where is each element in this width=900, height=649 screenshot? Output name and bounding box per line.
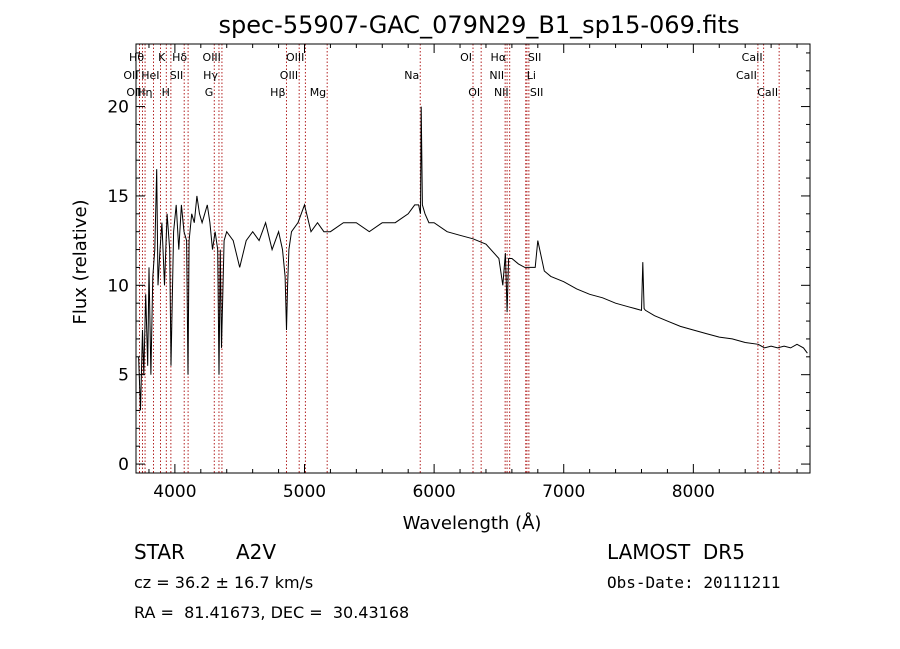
line-marker-label: NII [494,86,509,99]
line-marker-label: SII [530,86,543,99]
line-marker-label: Hγ [203,69,218,82]
line-marker-label: OIII [203,51,221,64]
y-axis-label: Flux (relative) [70,199,91,324]
line-marker-label: H [162,86,170,99]
line-marker-label: CaII [757,86,778,99]
x-tick-label: 7000 [542,482,585,502]
line-marker-label: Hθ [129,51,144,64]
axis-ticks: 4000 5000 6000 7000 8000 0 5 10 15 20 [107,44,810,502]
line-marker-label: Hδ [172,51,187,64]
redshift-velocity: cz = 36.2 ± 16.7 km/s [134,573,314,592]
y-tick-label: 20 [107,98,129,118]
line-marker-label: OIII [286,51,304,64]
line-marker-label: OI [468,86,480,99]
spectral-subclass: A2V [236,540,277,564]
line-marker-label: Mg [310,86,326,99]
x-tick-label: 5000 [283,482,326,502]
y-tick-label: 15 [107,187,129,207]
line-marker-label: SII [170,69,183,82]
coordinates: RA = 81.41673, DEC = 30.43168 [134,603,410,622]
y-tick-label: 5 [118,366,129,386]
line-marker-label: SII [528,51,541,64]
survey-name: LAMOST DR5 [607,540,745,564]
y-tick-label: 0 [118,455,129,475]
spectrum-line [138,106,808,411]
line-marker-label: OIII [280,69,298,82]
line-marker-label: NII [489,69,504,82]
line-marker-label: OI [460,51,472,64]
x-tick-label: 4000 [153,482,196,502]
observation-date: Obs-Date: 20111211 [607,573,781,592]
line-marker-label: K [158,51,166,64]
line-marker-label: Hα [491,51,507,64]
line-marker-label: CaII [736,69,757,82]
x-axis-label: Wavelength (Å) [403,512,542,534]
line-marker-label: Hβ [270,86,285,99]
line-marker-labels: OIIOIIHθHηHeIKHSIIHδGHγOIIIHβOIIIOIIIMgN… [123,51,778,99]
line-marker-label: Na [404,69,419,82]
line-marker-label: Li [527,69,536,82]
line-markers [138,44,780,473]
y-tick-label: 10 [107,276,129,296]
x-tick-label: 8000 [672,482,715,502]
line-marker-label: CaII [742,51,763,64]
line-marker-label: OII [126,86,141,99]
plot-frame [135,43,811,474]
line-marker-label: OII [123,69,138,82]
line-marker-label: G [205,86,214,99]
x-tick-label: 6000 [412,482,455,502]
line-marker-label: Hη [137,86,152,99]
chart-title: spec-55907-GAC_079N29_B1_sp15-069.fits [218,11,739,39]
object-class: STAR [134,540,185,564]
line-marker-label: HeI [141,69,159,82]
